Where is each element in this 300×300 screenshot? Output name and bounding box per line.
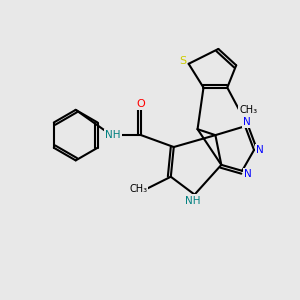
Text: CH₃: CH₃ — [129, 184, 147, 194]
Text: N: N — [244, 169, 252, 179]
Text: NH: NH — [105, 130, 121, 140]
Text: O: O — [137, 99, 146, 109]
Text: CH₃: CH₃ — [239, 105, 257, 115]
Text: N: N — [243, 117, 250, 127]
Text: S: S — [179, 56, 186, 66]
Text: NH: NH — [185, 196, 201, 206]
Text: N: N — [256, 145, 264, 155]
